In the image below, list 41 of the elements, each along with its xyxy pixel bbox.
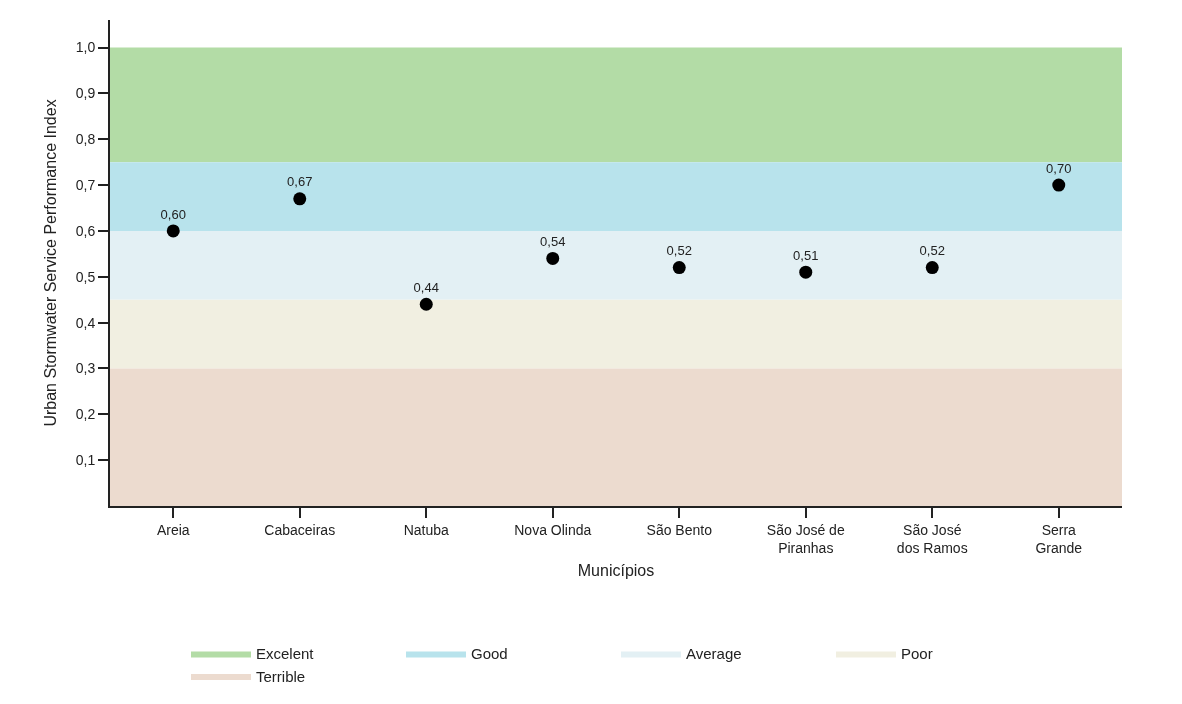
data-label: 0,52 (666, 243, 692, 259)
point (166, 224, 180, 238)
point (419, 297, 433, 311)
data-label: 0,67 (287, 174, 313, 190)
x-tick-label: Natuba (403, 521, 450, 538)
point (925, 261, 939, 275)
point (1052, 178, 1066, 192)
y-tick-label: 0,1 (75, 452, 96, 469)
data-label: 0,52 (919, 243, 945, 259)
data-label: 0,44 (413, 279, 439, 295)
x-tick-label: Cabaceiras (264, 521, 336, 538)
y-tick-label: 1,0 (75, 39, 96, 56)
x-tick-label: Serra Grande (1035, 521, 1083, 556)
y-tick-label: 0,5 (75, 268, 96, 285)
x-tick-label: São José dos Ramos (896, 521, 968, 556)
y-tick-label: 0,8 (75, 131, 96, 148)
legend-label: Terrible (256, 667, 306, 685)
y-tick-label: 0,6 (75, 222, 96, 239)
point (672, 261, 686, 275)
y-tick-label: 0,2 (75, 406, 96, 423)
x-tick-label: Nova Olinda (514, 521, 592, 538)
point (293, 192, 307, 206)
x-tick-label: São José de Piranhas (766, 521, 845, 556)
data-label: 0,60 (160, 206, 186, 222)
legend-label: Average (686, 645, 742, 663)
y-tick-label: 0,3 (75, 360, 96, 377)
point (799, 265, 813, 279)
y-axis-title: Urban Stormwater Service Performance Index (42, 99, 60, 427)
y-tick-label: 0,7 (75, 176, 96, 193)
x-tick-label: Areia (156, 521, 190, 538)
data-label: 0,54 (540, 234, 566, 250)
data-label: 0,70 (1046, 160, 1072, 176)
legend-label: Good (471, 645, 508, 663)
y-tick-label: 0,4 (75, 314, 96, 331)
data-label: 0,51 (793, 247, 819, 263)
x-tick-label: São Bento (646, 521, 713, 538)
x-axis-title: Municípios (577, 562, 655, 580)
legend-label: Poor (901, 645, 933, 663)
y-tick-label: 0,9 (75, 85, 96, 102)
legend-label: Excelent (256, 645, 315, 663)
point (546, 251, 560, 265)
